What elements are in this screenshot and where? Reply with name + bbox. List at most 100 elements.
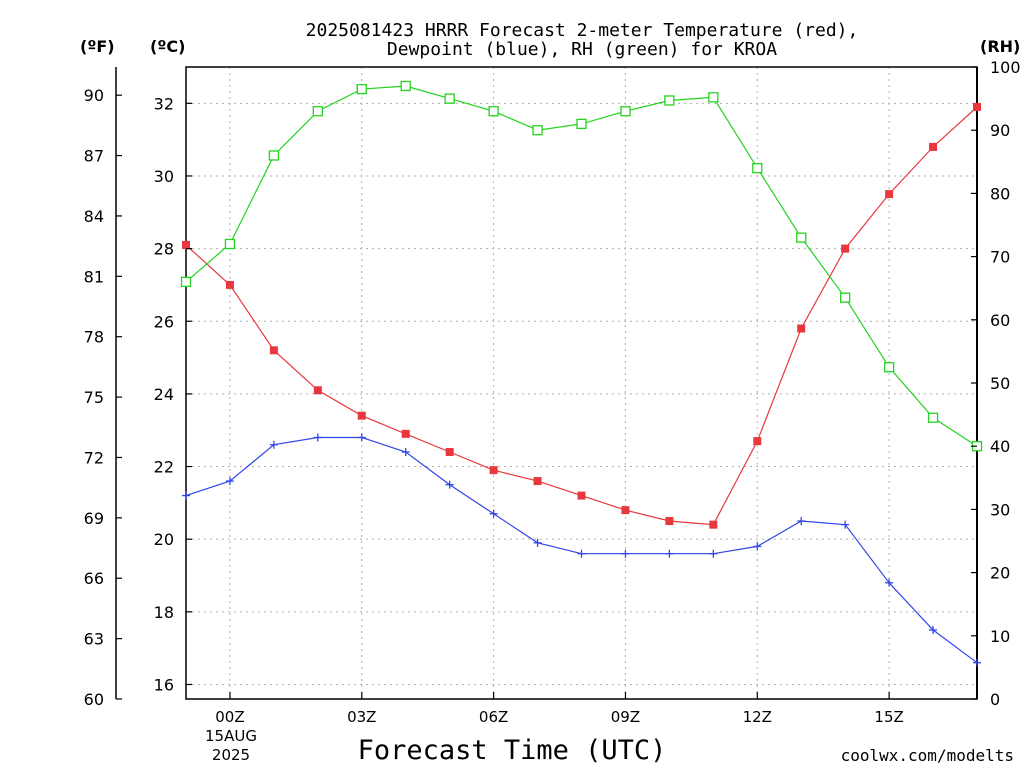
fahrenheit-tick-label: 75 xyxy=(84,388,104,407)
fahrenheit-tick-label: 69 xyxy=(84,509,104,528)
temperature-line xyxy=(185,106,978,526)
rh-point xyxy=(268,150,280,161)
rh-point xyxy=(620,106,631,117)
dewpoint-point xyxy=(797,517,806,526)
temperature-point xyxy=(577,491,586,500)
chart-title-line1: 2025081423 HRRR Forecast 2-meter Tempera… xyxy=(306,20,859,41)
rh-point xyxy=(796,232,807,243)
rh-tick-label: 100 xyxy=(990,58,1021,77)
x-tick-label: 12Z xyxy=(743,708,772,726)
temperature-point xyxy=(489,466,498,475)
dewpoint-point xyxy=(665,549,674,558)
rh-tick-label: 20 xyxy=(990,564,1010,583)
celsius-tick-label: 22 xyxy=(154,458,174,477)
rh-point xyxy=(664,95,675,106)
dewpoint-point xyxy=(753,542,762,551)
x-tick-label: 06Z xyxy=(479,708,508,726)
dewpoint-point xyxy=(313,433,322,442)
celsius-tick-label: 28 xyxy=(154,240,174,259)
temperature-point xyxy=(797,324,806,333)
dewpoint-point xyxy=(225,477,234,486)
temperature-point xyxy=(182,240,190,249)
x-tick-label: 03Z xyxy=(347,708,376,726)
temperature-point xyxy=(841,244,850,253)
temperature-point xyxy=(445,448,454,457)
credit-text: coolwx.com/modelts xyxy=(841,746,1014,765)
fahrenheit-tick-label: 72 xyxy=(84,448,104,467)
temperature-point xyxy=(621,506,630,515)
fahrenheit-tick-label: 81 xyxy=(84,267,104,286)
rh-point xyxy=(752,162,763,174)
rh-point xyxy=(180,276,192,288)
rh-line xyxy=(185,85,978,447)
celsius-tick-label: 24 xyxy=(154,385,174,404)
rh-tick-label: 60 xyxy=(990,311,1010,330)
tick-labels: 60 63 66 69 72 75 78 81 84 87 90 16 18 20 22 24 26 28 30 32… xyxy=(84,58,1021,726)
chart-title-line2: Dewpoint (blue), RH (green) for KROA xyxy=(387,39,777,60)
temperature-point xyxy=(753,437,762,446)
dewpoint-point xyxy=(929,625,938,634)
dewpoint-point xyxy=(401,448,410,457)
dewpoint-point xyxy=(841,520,850,529)
rh-tick-label: 40 xyxy=(990,437,1010,456)
temperature-point xyxy=(885,190,894,199)
celsius-tick-label: 16 xyxy=(154,675,174,694)
temperature-point xyxy=(269,346,278,355)
rh-point xyxy=(224,238,236,250)
celsius-tick-label: 32 xyxy=(154,94,174,113)
rh-point xyxy=(312,106,323,117)
x-tick-label: 09Z xyxy=(611,708,640,726)
dewpoint-point xyxy=(885,578,894,587)
dewpoint-point xyxy=(489,509,498,518)
data-series xyxy=(180,80,983,667)
celsius-tick-label: 26 xyxy=(154,312,174,331)
temperature-point xyxy=(225,280,234,289)
temperature-point xyxy=(973,102,981,111)
rh-point xyxy=(840,292,851,303)
rh-point xyxy=(576,118,587,130)
temperature-point xyxy=(929,142,938,151)
dewpoint-point xyxy=(577,549,586,558)
temperature-point xyxy=(533,477,542,486)
plot-frame xyxy=(185,66,978,700)
x-tick-label: 00Z xyxy=(215,708,244,726)
celsius-tick-label: 18 xyxy=(154,603,174,622)
dewpoint-point xyxy=(709,549,718,558)
fahrenheit-tick-label: 66 xyxy=(84,569,104,588)
rh-tick-label: 90 xyxy=(990,121,1010,140)
rh-tick-label: 30 xyxy=(990,500,1010,519)
rh-point xyxy=(532,125,543,136)
dewpoint-point xyxy=(269,440,278,449)
rh-tick-label: 50 xyxy=(990,374,1010,393)
rh-tick-label: 10 xyxy=(990,627,1010,646)
temperature-point xyxy=(313,386,322,395)
rh-point xyxy=(708,92,719,103)
celsius-tick-label: 20 xyxy=(154,530,174,549)
rh-tick-label: 70 xyxy=(990,248,1010,267)
fahrenheit-tick-label: 90 xyxy=(84,86,104,105)
celsius-tick-label: 30 xyxy=(154,167,174,186)
fahrenheit-tick-label: 78 xyxy=(84,328,104,347)
dewpoint-point xyxy=(357,433,366,442)
rh-point xyxy=(488,106,499,117)
axes xyxy=(115,66,978,700)
fahrenheit-tick-label: 60 xyxy=(84,690,104,709)
rh-point xyxy=(356,83,367,95)
x-tick-label: 15Z xyxy=(874,708,903,726)
x-date-line1: 15AUG xyxy=(205,727,257,745)
temperature-point xyxy=(401,429,410,438)
temperature-point xyxy=(709,520,718,529)
celsius-axis-label: (ºC) xyxy=(150,37,185,56)
fahrenheit-tick-label: 63 xyxy=(84,630,104,649)
dewpoint-point xyxy=(182,491,190,500)
rh-point xyxy=(400,80,411,92)
rh-tick-label: 80 xyxy=(990,184,1010,203)
fahrenheit-tick-label: 84 xyxy=(84,207,104,226)
rh-point xyxy=(927,412,939,423)
temperature-point xyxy=(665,517,674,526)
x-axis-title: Forecast Time (UTC) xyxy=(358,735,667,766)
dewpoint-point xyxy=(973,658,981,667)
temperature-point xyxy=(357,411,366,420)
fahrenheit-tick-label: 87 xyxy=(84,147,104,166)
